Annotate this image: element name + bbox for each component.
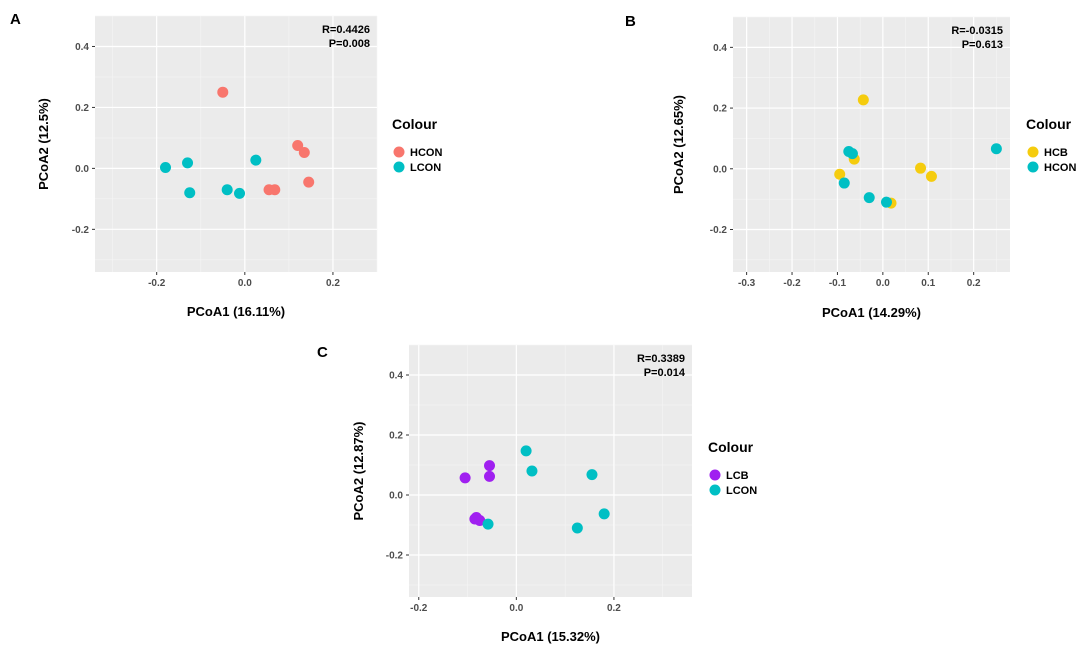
data-point-lcon: [184, 187, 196, 199]
data-point-lcb: [484, 470, 496, 482]
legend-label-hcon: HCON: [410, 147, 442, 159]
legend-key-lcon: [393, 161, 405, 173]
data-point-lcon: [586, 469, 598, 481]
data-point-lcb: [459, 472, 471, 484]
x-tick-label: 0.0: [509, 603, 523, 614]
p-value: P=0.613: [962, 39, 1003, 51]
plot-background: [95, 16, 377, 272]
x-tick-label: 0.2: [607, 603, 621, 614]
y-axis-label: PCoA2 (12.65%): [671, 95, 686, 194]
data-point-hcon: [217, 86, 229, 98]
data-point-hcb: [925, 170, 937, 182]
x-tick-label: 0.0: [876, 278, 890, 289]
panel-letter: C: [317, 344, 328, 361]
r-statistic: R=0.3389: [637, 353, 685, 365]
data-point-hcon: [880, 196, 892, 208]
y-tick-label: -0.2: [386, 551, 404, 562]
legend-key-hcb: [1027, 146, 1039, 158]
legend-label-lcon: LCON: [410, 162, 441, 174]
panel-b: -0.3 -0.2 -0.1 0.0 0.1 0.2 -0.2 0.0 0.2 0.4 R=-0.0…: [625, 13, 1076, 320]
data-point-lcon: [571, 522, 583, 534]
x-tick-label: -0.3: [738, 278, 756, 289]
data-point-hcon: [990, 143, 1002, 155]
x-tick-label: 0.1: [921, 278, 935, 289]
data-point-hcon: [298, 147, 310, 159]
data-point-hcon: [269, 184, 281, 196]
x-axis-label: PCoA1 (15.32%): [501, 629, 600, 644]
panel-letter: A: [10, 11, 21, 28]
p-value: P=0.008: [329, 38, 370, 50]
legend-key-hcon: [1027, 161, 1039, 173]
x-tick-label: -0.1: [829, 278, 847, 289]
y-tick-label: 0.0: [713, 164, 727, 175]
y-tick-label: 0.0: [389, 491, 403, 502]
legend-key-lcb: [709, 469, 721, 481]
x-axis-label: PCoA1 (14.29%): [822, 305, 921, 320]
panel-a: -0.2 0.0 0.2 -0.2 0.0 0.2 0.4 R=0.4426 P=0.008 PC…: [10, 11, 442, 319]
panel-c: -0.2 0.0 0.2 -0.2 0.0 0.2 0.4 R=0.3389 P=0.014 PC…: [317, 344, 757, 644]
y-tick-label: 0.2: [75, 103, 89, 114]
r-statistic: R=0.4426: [322, 24, 370, 36]
data-point-hcb: [857, 94, 869, 106]
y-tick-label: -0.2: [710, 225, 728, 236]
legend: Colour HCON LCON: [392, 116, 442, 174]
y-tick-label: 0.4: [713, 43, 727, 54]
data-point-hcon: [292, 140, 304, 152]
legend-label-hcon: HCON: [1044, 162, 1076, 174]
y-tick-label: 0.4: [389, 371, 403, 382]
legend-key-lcon: [709, 484, 721, 496]
data-point-lcon: [221, 184, 233, 196]
y-tick-label: 0.0: [75, 164, 89, 175]
data-point-lcon: [598, 508, 610, 520]
plot-background: [409, 345, 692, 597]
y-tick-label: 0.2: [389, 431, 403, 442]
x-tick-label: -0.2: [148, 278, 166, 289]
panel-letter: B: [625, 13, 636, 30]
x-tick-label: 0.2: [967, 278, 981, 289]
legend-title: Colour: [708, 439, 754, 455]
legend: Colour LCB LCON: [708, 439, 757, 497]
data-point-lcon: [482, 518, 494, 530]
y-tick-label: 0.2: [713, 104, 727, 115]
data-point-hcon: [838, 177, 850, 189]
y-axis-label: PCoA2 (12.5%): [36, 98, 51, 190]
legend: Colour HCB HCON: [1026, 116, 1076, 174]
data-point-lcon: [234, 187, 246, 199]
legend-label-lcb: LCB: [726, 470, 749, 482]
y-tick-label: 0.4: [75, 42, 89, 53]
data-point-hcon: [863, 192, 875, 204]
x-tick-label: 0.2: [326, 278, 340, 289]
x-tick-label: -0.2: [410, 603, 428, 614]
data-point-lcon: [526, 465, 538, 477]
data-point-lcb: [484, 460, 496, 472]
r-statistic: R=-0.0315: [951, 25, 1003, 37]
legend-title: Colour: [392, 116, 438, 132]
y-tick-label: -0.2: [72, 225, 90, 236]
data-point-lcon: [182, 157, 194, 169]
p-value: P=0.014: [644, 367, 686, 379]
x-tick-label: -0.2: [783, 278, 801, 289]
data-point-lcon: [250, 154, 262, 166]
data-point-lcb: [474, 515, 486, 526]
legend-label-hcb: HCB: [1044, 147, 1068, 159]
x-tick-label: 0.0: [238, 278, 252, 289]
data-point-hcon: [303, 176, 315, 188]
legend-label-lcon: LCON: [726, 485, 757, 497]
legend-title: Colour: [1026, 116, 1072, 132]
legend-key-hcon: [393, 146, 405, 158]
data-point-lcon: [160, 161, 171, 173]
x-axis-label: PCoA1 (16.11%): [187, 304, 285, 319]
data-point-hcb: [834, 168, 846, 180]
plot-background: [733, 17, 1010, 272]
data-point-hcon: [846, 148, 858, 160]
data-point-lcon: [520, 445, 532, 457]
data-point-hcb: [915, 162, 927, 174]
y-axis-label: PCoA2 (12.87%): [351, 422, 366, 521]
